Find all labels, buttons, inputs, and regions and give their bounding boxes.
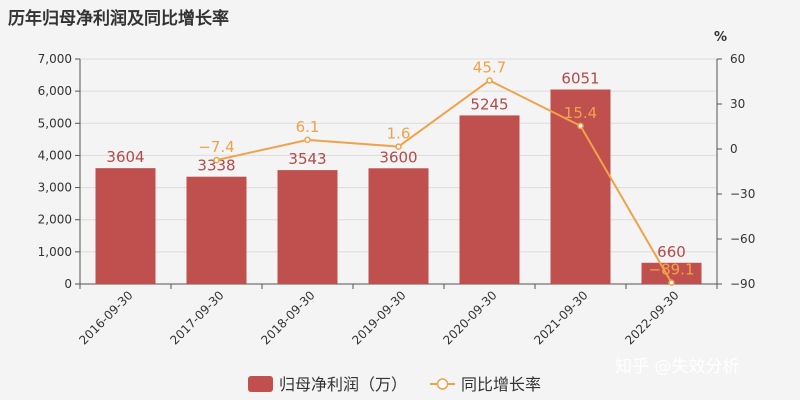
- y-left-tick-label: 0: [64, 277, 72, 291]
- bar-value-label: 3604: [106, 148, 144, 166]
- line-value-label: 6.1: [296, 118, 320, 136]
- watermark-text: 知乎 @失效分析: [615, 357, 739, 377]
- legend-line-label: 同比增长率: [461, 375, 541, 394]
- y-right-tick-label: 0: [730, 142, 738, 156]
- y-right-tick-label: 60: [730, 52, 745, 66]
- bar: [95, 168, 156, 284]
- line-series: [216, 79, 673, 284]
- bar-value-label: 660: [657, 243, 686, 261]
- bar: [368, 168, 429, 284]
- bar-value-label: 3338: [197, 157, 235, 175]
- x-tick-label: 2021-09-30: [531, 288, 590, 347]
- y-right-tick-label: 30: [730, 97, 745, 111]
- legend-line-marker: [436, 378, 449, 390]
- bar: [186, 176, 247, 284]
- line-point: [577, 122, 584, 130]
- bar-value-label: 3600: [379, 148, 417, 166]
- bar-value-label: 6051: [561, 70, 599, 88]
- bar-value-label: 3543: [288, 150, 326, 168]
- x-tick-label: 2016-09-30: [76, 288, 135, 347]
- bar-value-label: 5245: [470, 95, 508, 113]
- x-tick-label: 2020-09-30: [440, 288, 499, 347]
- y-left-tick-label: 2,000: [38, 213, 72, 227]
- line-point: [304, 136, 311, 144]
- line-value-label: −7.4: [198, 138, 234, 156]
- line-point: [668, 279, 675, 286]
- legend-bar-label: 归母净利润（万）: [279, 375, 407, 394]
- x-tick-label: 2022-09-30: [622, 288, 681, 347]
- bar: [550, 89, 611, 284]
- y-right-axis-label: %: [714, 30, 727, 45]
- x-tick-label: 2017-09-30: [167, 288, 226, 347]
- y-left-tick-label: 1,000: [38, 245, 72, 259]
- x-tick-label: 2019-09-30: [349, 288, 408, 347]
- x-tick-label: 2018-09-30: [258, 288, 317, 347]
- bar: [277, 170, 338, 284]
- line-value-label: 45.7: [473, 58, 506, 76]
- legend-bar-swatch: [248, 376, 273, 392]
- y-left-tick-label: 5,000: [38, 116, 72, 130]
- line-value-label: 15.4: [564, 104, 597, 122]
- chart-title: 历年归母净利润及同比增长率: [8, 9, 229, 29]
- y-left-tick-label: 3,000: [38, 181, 72, 195]
- y-left-tick-label: 7,000: [38, 52, 72, 66]
- line-point: [486, 77, 493, 84]
- y-right-tick-label: −60: [730, 232, 755, 246]
- line-point: [395, 143, 402, 150]
- bar: [641, 262, 702, 284]
- y-left-tick-label: 6,000: [38, 84, 72, 98]
- y-right-tick-label: −90: [730, 277, 755, 291]
- y-right-tick-label: −30: [730, 187, 755, 201]
- line-point: [213, 156, 220, 164]
- line-value-label: −89.1: [649, 261, 695, 279]
- line-value-label: 1.6: [387, 125, 411, 143]
- bar: [459, 115, 520, 285]
- y-left-tick-label: 4,000: [38, 148, 72, 162]
